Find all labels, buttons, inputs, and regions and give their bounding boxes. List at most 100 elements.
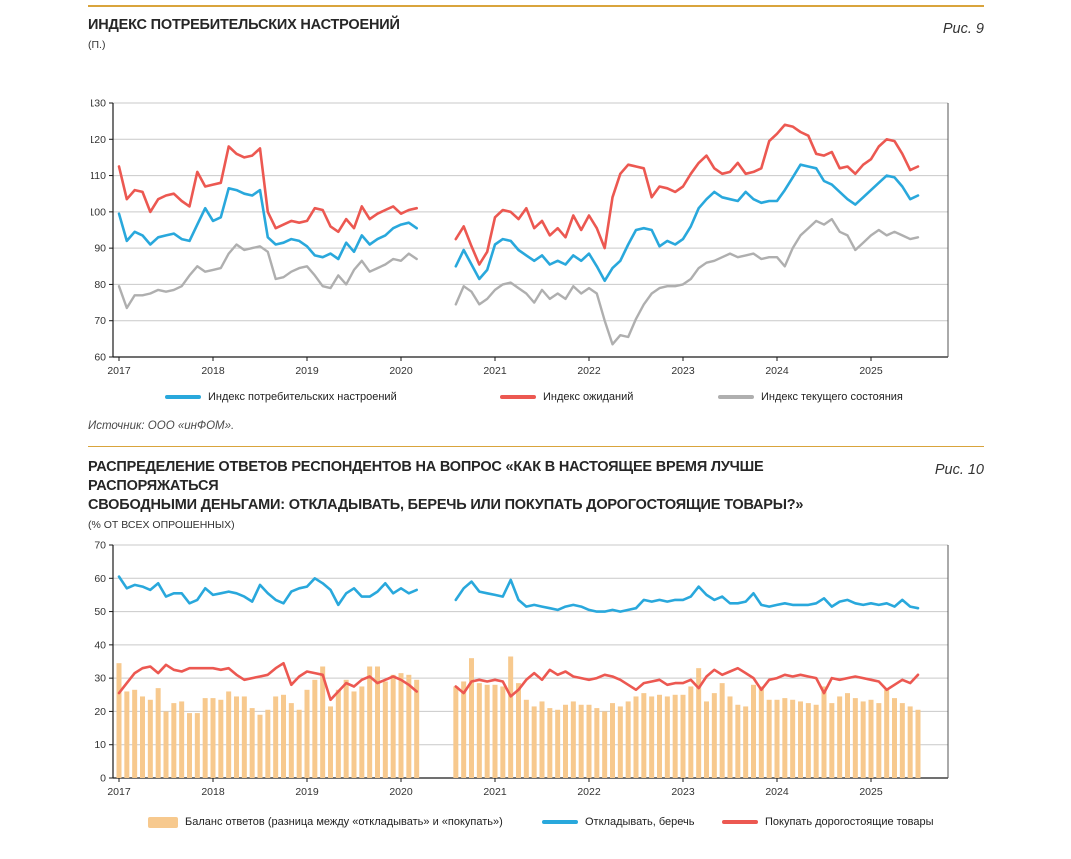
x-tick-label: 2019: [295, 365, 319, 377]
y-tick-label: 50: [94, 606, 106, 618]
balance-bar: [547, 708, 553, 778]
balance-bar: [335, 689, 341, 778]
balance-bar: [696, 668, 702, 778]
balance-bar: [476, 683, 482, 778]
balance-bar: [782, 698, 788, 778]
legend-label: Баланс ответов (разница между «откладыва…: [185, 816, 503, 828]
balance-bar: [672, 694, 678, 778]
x-tick-label: 2020: [389, 786, 413, 798]
balance-bar: [508, 656, 514, 778]
balance-bar: [884, 689, 890, 778]
x-tick-label: 2024: [765, 786, 789, 798]
balance-bar: [469, 658, 474, 778]
balance-bar: [610, 703, 615, 778]
balance-bar: [602, 711, 608, 778]
balance-bar: [116, 663, 122, 778]
balance-bar: [296, 709, 302, 778]
balance-bar: [539, 701, 545, 778]
balance-bar: [202, 698, 208, 778]
balance-bar: [461, 681, 467, 778]
balance-bar: [523, 699, 529, 778]
balance-bar: [751, 684, 756, 778]
figure9-subtitle: (П.): [88, 39, 106, 51]
x-tick-label: 2025: [859, 786, 883, 798]
balance-bar: [563, 704, 568, 778]
balance-bar: [179, 701, 185, 778]
balance-bar: [727, 696, 733, 778]
x-tick-label: 2022: [577, 786, 601, 798]
balance-bar: [414, 679, 420, 778]
balance-bar: [657, 694, 662, 778]
balance-bar: [876, 703, 882, 778]
balance-bar: [406, 674, 412, 778]
balance-bar: [649, 696, 655, 778]
balance-bar: [257, 714, 263, 778]
balance-bar: [273, 696, 279, 778]
figure10-legend: Баланс ответов (разница между «откладыва…: [91, 816, 991, 840]
balance-bar: [375, 666, 380, 778]
balance-bar: [719, 683, 725, 778]
figure9-legend: Индекс потребительских настроений Индекс…: [91, 391, 953, 415]
balance-bar: [351, 691, 357, 778]
x-tick-label: 2017: [107, 786, 131, 798]
expectations-line-swatch: [500, 395, 536, 399]
balance-bar: [758, 686, 764, 778]
x-tick-label: 2018: [201, 786, 225, 798]
balance-bar: [641, 693, 647, 778]
balance-bar: [555, 709, 561, 778]
x-tick-label: 2023: [671, 786, 695, 798]
section-divider-rule: [88, 446, 984, 447]
balance-bar: [899, 703, 905, 778]
balance-bar: [915, 709, 921, 778]
balance-bar: [578, 704, 584, 778]
balance-bar: [829, 703, 835, 778]
balance-bar: [187, 713, 192, 778]
figure9-title-text: ИНДЕКС ПОТРЕБИТЕЛЬСКИХ НАСТРОЕНИЙ: [88, 17, 400, 33]
x-tick-label: 2021: [483, 786, 507, 798]
Откладывать, беречь: [117, 575, 920, 613]
legend-label: Откладывать, беречь: [585, 816, 695, 828]
balance-bar: [147, 699, 153, 778]
balance-bar: [359, 686, 365, 778]
balance-bar: [860, 701, 866, 778]
balance-bar: [124, 691, 130, 778]
x-tick-label: 2023: [671, 365, 695, 377]
y-tick-label: 90: [94, 243, 106, 255]
figure10-title-line1: РАСПРЕДЕЛЕНИЕ ОТВЕТОВ РЕСПОНДЕНТОВ НА ВО…: [88, 459, 764, 494]
balance-bar: [234, 696, 239, 778]
figure9-title: ИНДЕКС ПОТРЕБИТЕЛЬСКИХ НАСТРОЕНИЙ (П.): [88, 16, 400, 55]
x-tick-label: 2017: [107, 365, 131, 377]
balance-bar: [210, 698, 216, 778]
balance-bar: [218, 699, 224, 778]
figure10-subtitle: (% ОТ ВСЕХ ОПРОШЕННЫХ): [88, 519, 235, 531]
balance-bar: [892, 698, 897, 778]
legend-label: Индекс потребительских настроений: [208, 391, 397, 403]
legend-item: Откладывать, беречь: [542, 816, 695, 828]
balance-bar: [798, 701, 803, 778]
figure9-number: Рис. 9: [942, 21, 984, 37]
y-tick-label: 10: [94, 739, 106, 751]
balance-bar: [304, 689, 310, 778]
top-accent-rule: [88, 5, 984, 7]
y-tick-label: 70: [94, 315, 106, 327]
balance-bar: [312, 679, 318, 778]
x-tick-label: 2020: [389, 365, 413, 377]
source-note: Источник: ООО «инФОМ».: [88, 420, 235, 432]
balance-bar: [625, 701, 631, 778]
balance-bar: [586, 704, 592, 778]
balance-bar: [774, 699, 780, 778]
balance-bar: [813, 704, 819, 778]
Индекс потребительских настроений: [117, 163, 920, 283]
balance-bar: [852, 698, 858, 778]
y-tick-label: 70: [94, 540, 106, 552]
balance-bar: [735, 704, 741, 778]
balance-bar: [328, 706, 333, 778]
x-tick-label: 2022: [577, 365, 601, 377]
balance-bar: [531, 706, 537, 778]
balance-bar: [194, 713, 200, 778]
balance-bar: [704, 701, 709, 778]
Индекс ожиданий: [117, 123, 920, 266]
y-tick-label: 60: [94, 573, 106, 585]
y-tick-label: 40: [94, 639, 106, 651]
